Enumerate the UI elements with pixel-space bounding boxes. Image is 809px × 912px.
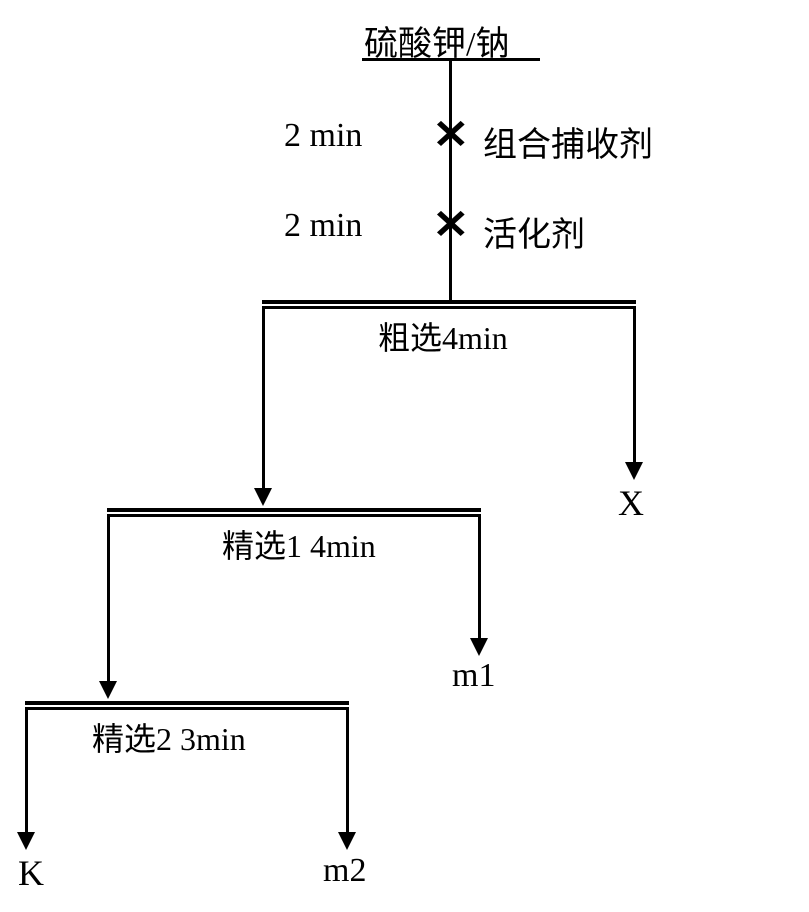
cleaner2-right-line [346, 710, 349, 834]
output-m2: m2 [323, 852, 366, 890]
arrow-down-icon [470, 638, 488, 656]
output-k: K [18, 852, 44, 894]
rougher-bar [262, 300, 636, 309]
rougher-label: 粗选4min [378, 313, 508, 359]
cleaner1-bar [107, 508, 481, 517]
cleaner1-label: 精选1 4min [222, 521, 376, 567]
reagent1-name: 组合捕收剂 [483, 117, 653, 166]
cleaner2-bar [25, 701, 349, 710]
reagent2-name: 活化剂 [483, 207, 585, 256]
arrow-down-icon [338, 832, 356, 850]
cleaner2-label: 精选2 3min [92, 714, 246, 760]
reagent2-time: 2 min [284, 207, 362, 245]
rougher-right-line [633, 309, 636, 464]
cleaner2-left-line [25, 710, 28, 834]
feed-line [449, 61, 452, 300]
arrow-down-icon [254, 488, 272, 506]
output-x: X [618, 482, 644, 524]
arrow-down-icon [625, 462, 643, 480]
reagent1-time: 2 min [284, 117, 362, 155]
cleaner1-right-line [478, 517, 481, 640]
arrow-down-icon [17, 832, 35, 850]
output-m1: m1 [452, 657, 495, 695]
x-mark-icon: ✕ [432, 201, 469, 248]
rougher-left-line [262, 309, 265, 490]
cleaner1-left-line [107, 517, 110, 683]
arrow-down-icon [99, 681, 117, 699]
x-mark-icon: ✕ [432, 111, 469, 158]
